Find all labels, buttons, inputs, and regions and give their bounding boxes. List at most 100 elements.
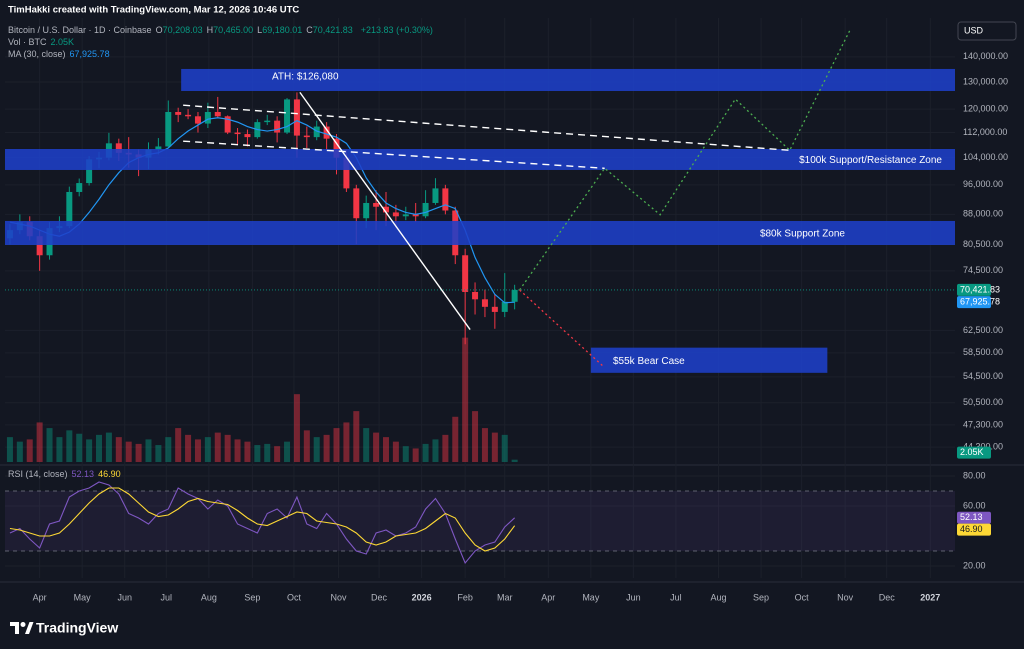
x-tick-label: Apr xyxy=(541,592,555,602)
y-tick-label: 54,500.00 xyxy=(963,371,1003,381)
volume-bar xyxy=(224,434,231,462)
candle-body xyxy=(36,236,43,256)
candle-body xyxy=(155,146,162,150)
volume-bar xyxy=(175,428,182,462)
y-tick-label: 74,500.00 xyxy=(963,265,1003,275)
volume-tag-box xyxy=(957,446,991,459)
volume-bar xyxy=(511,459,518,462)
volume-bar xyxy=(46,428,53,462)
logo-shape xyxy=(20,622,26,627)
volume-bar xyxy=(452,416,459,462)
candle-body xyxy=(244,134,251,138)
volume-bar xyxy=(96,434,103,462)
y-tick-label: 130,000.00 xyxy=(963,76,1008,86)
candle-body xyxy=(194,116,201,124)
candle-body xyxy=(303,135,310,138)
candle-body xyxy=(382,206,389,213)
volume-bar xyxy=(135,443,142,462)
zone-label: $80k Support Zone xyxy=(760,229,845,240)
zone-label: $55k Bear Case xyxy=(613,356,685,367)
brand-name: TradingView xyxy=(36,620,118,636)
ohlc-value: 70,465.00 xyxy=(213,25,254,35)
y-tick-label: 62,500.00 xyxy=(963,325,1003,335)
x-tick-label: Feb xyxy=(457,592,473,602)
volume-bar xyxy=(194,439,201,462)
x-tick-label: Jul xyxy=(161,592,173,602)
volume-bar xyxy=(6,437,13,462)
candle-body xyxy=(462,255,469,292)
ohlc-value: 70,421.83 xyxy=(312,25,353,35)
candle-body xyxy=(86,159,93,184)
volume-bar xyxy=(56,437,63,462)
candle-body xyxy=(224,116,231,133)
rsi-value: 52.13 xyxy=(71,469,95,479)
candle-body xyxy=(481,299,488,307)
rsi-line xyxy=(9,481,516,565)
candle-body xyxy=(442,188,449,211)
volume-bar xyxy=(16,441,23,462)
y-tick-label: 20.00 xyxy=(963,560,986,570)
rsi-tag: 46.90 xyxy=(960,524,983,534)
candle-body xyxy=(204,111,211,124)
y-tick-label: 80,500.00 xyxy=(963,239,1003,249)
volume-bar xyxy=(165,437,172,462)
ma-value: 67,925.78 xyxy=(69,49,110,59)
currency-box xyxy=(957,21,1017,41)
x-tick-label: Sep xyxy=(244,592,260,602)
x-tick-label: May xyxy=(74,592,92,602)
x-tick-label: Dec xyxy=(371,592,388,602)
x-tick-label: Oct xyxy=(795,592,810,602)
ma-line xyxy=(9,117,515,304)
y-tick-label: 88,000.00 xyxy=(963,209,1003,219)
candle-body xyxy=(491,306,498,312)
volume-value: 2.05K xyxy=(50,37,75,47)
candle-body xyxy=(66,191,73,227)
layer: Apr May Jun Jul Aug Sep Oct Nov Dec 2026 Feb Mar Apr… xyxy=(33,21,1017,602)
volume-bar xyxy=(363,428,370,462)
x-tick-label: Jul xyxy=(670,592,682,602)
y-tick-label: 58,500.00 xyxy=(963,347,1003,357)
volume-bar xyxy=(86,439,93,462)
y-tick-label: 140,000.00 xyxy=(963,51,1008,61)
volume-bar xyxy=(284,441,291,462)
ohlc-key: C xyxy=(306,25,313,35)
x-tick-label: Jun xyxy=(117,592,132,602)
rsi-title: RSI (14, close) xyxy=(8,469,68,479)
ohlc-key: H xyxy=(206,25,214,35)
candle-body xyxy=(511,289,518,302)
annotation-line xyxy=(183,104,790,151)
volume-bar xyxy=(293,394,300,462)
y-tick-label: 104,000.00 xyxy=(963,152,1008,162)
candle-body xyxy=(76,183,83,192)
y-tick-label: 50,500.00 xyxy=(963,397,1003,407)
ohlc-key: L xyxy=(257,25,263,35)
y-tick-label: 44,300.00 xyxy=(963,442,1003,452)
volume-bar xyxy=(333,428,340,462)
volume-legend: Vol · BTC 2.05K xyxy=(8,37,78,47)
rsi-ma-value: 46.90 xyxy=(98,469,121,479)
rsi-band xyxy=(5,491,955,551)
volume-bar xyxy=(313,437,320,462)
volume-bar xyxy=(373,432,380,462)
volume-bar xyxy=(76,433,83,462)
y-tick-label: 60.00 xyxy=(963,500,986,510)
ohlc-value: 69,180.01 xyxy=(262,25,303,35)
layer: ATH: $126,080 $100k Support/Resistance Zo… xyxy=(5,68,956,373)
x-tick-label: Aug xyxy=(201,592,217,602)
candle-body xyxy=(323,126,330,139)
rsi-tag: 52.13 xyxy=(960,512,983,522)
volume-bar xyxy=(125,441,132,462)
volume-bar xyxy=(422,443,429,462)
zone-label: $100k Support/Resistance Zone xyxy=(799,155,942,166)
layer xyxy=(5,117,955,304)
volume-bar xyxy=(105,432,112,462)
x-tick-label: Aug xyxy=(710,592,726,602)
candle-body xyxy=(165,111,172,147)
annotation-line xyxy=(299,91,471,330)
last-price-tag: 70,421.83 xyxy=(960,284,1000,294)
symbol-title: Bitcoin / U.S. Dollar · 1D · Coinbase xyxy=(8,25,152,35)
x-tick-label: Jun xyxy=(626,592,641,602)
volume-bar xyxy=(323,434,330,462)
rsi-tag-box xyxy=(957,511,991,524)
